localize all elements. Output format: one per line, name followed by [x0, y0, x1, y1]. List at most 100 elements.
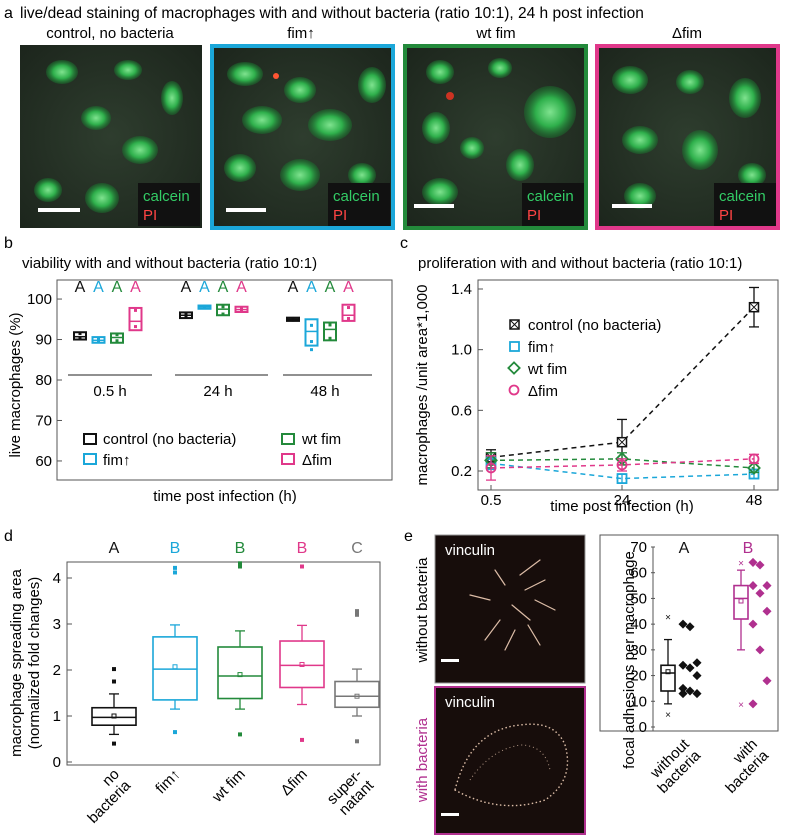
panel-c-ytick-label: 1.0: [451, 342, 472, 359]
panel-d-outlier: [173, 570, 177, 575]
panel-c-marker: [484, 453, 498, 468]
panel-b-significance-letter: A: [343, 279, 354, 296]
panel-c-legend-wt-fim: wt fim: [527, 361, 567, 378]
panel-d-category-label: Δfim: [278, 766, 311, 799]
panel-b-significance-letter: A: [130, 279, 141, 296]
panel-d-category-label: super-natant: [324, 765, 378, 819]
panel-d-category-line: fim↑: [152, 766, 183, 797]
panel-b-point: [240, 309, 243, 313]
panel-d-box: [217, 646, 263, 700]
panel-b-letter: b: [4, 235, 13, 252]
panel-d-ytick-label: 0: [53, 754, 61, 771]
panel-e-point: [678, 660, 688, 670]
panel-e-box: [660, 664, 676, 692]
panel-e-outlier: ×: [738, 700, 744, 711]
panel-b-point: [78, 331, 82, 335]
panel-c-letter: c: [400, 235, 408, 252]
panel-d-mean: [354, 693, 360, 699]
panel-b-point: [240, 306, 243, 310]
panel-e-point: [685, 622, 695, 632]
panel-d-ytick-label: 4: [53, 570, 61, 587]
panel-d-box: [91, 706, 137, 726]
panel-e-box: [733, 584, 749, 620]
panel-e-outlier: ×: [665, 710, 671, 721]
panel-e-significance-letter: B: [743, 540, 754, 557]
panel-d-significance-letter: B: [170, 540, 181, 557]
panel-e-point: [755, 645, 765, 655]
panel-b-point: [134, 308, 137, 312]
panel-d-outlier: [300, 564, 304, 569]
panel-a: a live/dead staining of macrophages with…: [4, 5, 780, 230]
panel-e-point: [678, 689, 688, 699]
panel-d-ytick-label: 2: [53, 662, 61, 679]
panel-c-ytick-label: 0.2: [451, 463, 472, 480]
panel-e-category-label: withbacteria: [711, 735, 773, 797]
panel-c-series-line: [490, 458, 755, 469]
panel-e-ytick-label: 60: [630, 565, 647, 582]
panel-e-point: [685, 686, 695, 696]
panel-b-group-label-1: 0.5 h: [93, 383, 126, 400]
panel-b-point: [347, 306, 350, 310]
panel-b-significance-letter: A: [306, 279, 317, 296]
panel-c-ytick-label: 1.4: [451, 281, 472, 298]
vinculin-label-top: vinculin: [445, 542, 495, 559]
panel-d-outlier: [238, 561, 242, 566]
panel-b-legend-dfim: Δfim: [302, 452, 332, 469]
panel-b-significance-letter: A: [236, 279, 247, 296]
panel-b-ytick-label: 80: [35, 372, 52, 389]
panel-c-title: proliferation with and without bacteria …: [418, 255, 742, 272]
panel-e-point: [755, 588, 765, 598]
panel-e-point: [762, 581, 772, 591]
panel-c-frame: [477, 279, 779, 491]
panel-b-point: [310, 323, 313, 327]
panel-e-frame: [599, 534, 779, 732]
panel-b-ylabel: live macrophages (%): [7, 312, 24, 457]
panel-e-ytick-label: 0: [639, 719, 647, 736]
panel-d-ytick-label: 3: [53, 616, 61, 633]
panel-e-ytick-label: 70: [630, 539, 647, 556]
panel-b-point: [328, 336, 332, 340]
panel-b-point: [203, 306, 206, 310]
panel-d-mean: [172, 664, 178, 670]
legend-calcein-fim-up: calcein: [333, 188, 380, 205]
panel-c-xtick-label: 48: [746, 492, 763, 509]
panel-b-legend: control (no bacteria) fim↑ wt fim Δfim: [83, 431, 341, 469]
panel-e-ytick-label: 20: [630, 668, 647, 685]
panel-b-significance-letter: A: [181, 279, 192, 296]
panel-c-marker: [616, 473, 628, 484]
panel-c: c proliferation with and without bacteri…: [400, 235, 779, 515]
legend-pi-fim-up: PI: [333, 207, 347, 224]
panel-d-letter: d: [4, 528, 13, 545]
panel-e-point: [748, 699, 758, 709]
panel-b-ytick-label: 100: [27, 291, 52, 308]
panel-c-xlabel: time post infection (h): [550, 498, 693, 515]
panel-e-category-label: withoutbacteria: [643, 735, 705, 797]
panel-d-box: [334, 680, 380, 709]
panel-d-mean: [299, 661, 305, 667]
panel-b-point: [134, 325, 137, 329]
panel-e-point: [692, 671, 702, 681]
panel-b-box: [128, 306, 143, 332]
legend-calcein-wt-fim: calcein: [527, 188, 574, 205]
panel-e-point: [685, 663, 695, 673]
panel-e-ytick-label: 40: [630, 616, 647, 633]
panel-b-point: [78, 337, 82, 341]
panel-b-point: [291, 318, 295, 322]
panel-e-point: [678, 683, 688, 693]
micrograph-dfim: calcein PI: [595, 44, 780, 230]
panel-b-legend-control: control (no bacteria): [103, 431, 236, 448]
panel-b-point: [97, 339, 100, 343]
panel-b-box: [304, 318, 319, 347]
legend-calcein-control: calcein: [143, 188, 190, 205]
panel-e-point: [748, 619, 758, 629]
panel-b-box: [323, 321, 337, 342]
panel-b-point: [291, 316, 295, 320]
panel-d-significance-letter: C: [351, 540, 363, 557]
panel-e-outlier: ×: [738, 558, 744, 569]
legend-pi-wt-fim: PI: [527, 207, 541, 224]
panel-c-marker: [616, 459, 628, 471]
panel-c-marker: [485, 462, 497, 474]
micrograph-fim-up: calcein PI: [210, 44, 395, 230]
panel-e-ylabel: focal adhesions per macrophage: [621, 551, 638, 769]
panel-b-group-label-3: 48 h: [310, 383, 339, 400]
